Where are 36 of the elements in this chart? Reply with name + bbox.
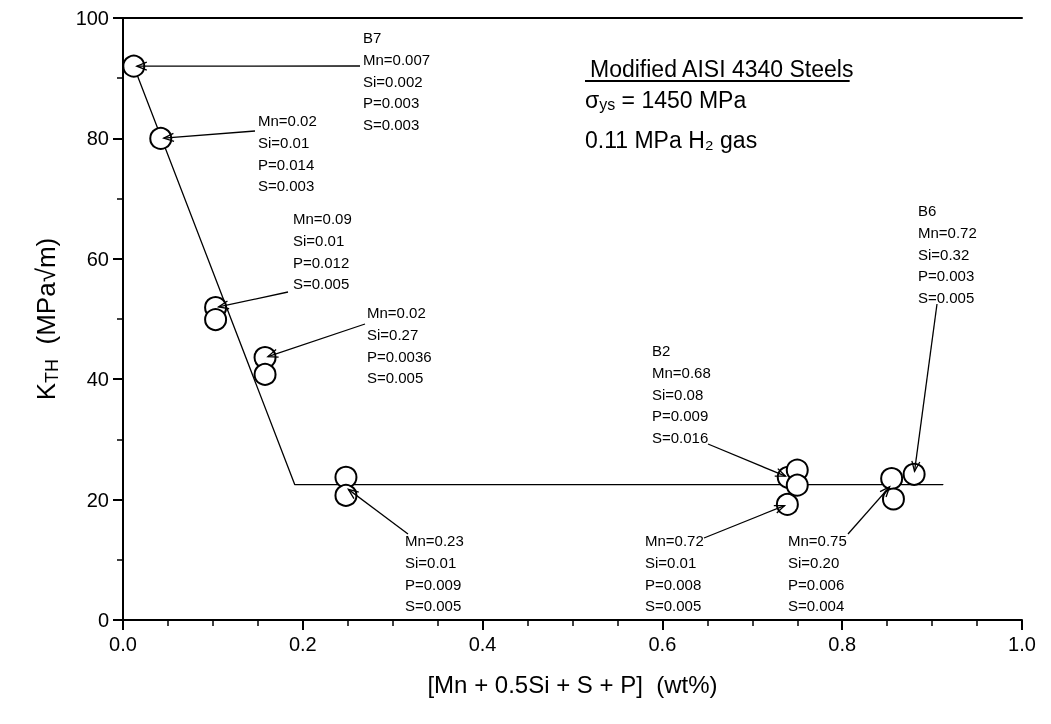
point bbox=[334, 483, 358, 507]
point bbox=[902, 462, 926, 486]
y-axis-title: KTH (MPa√m) bbox=[31, 237, 62, 401]
point bbox=[204, 308, 228, 332]
annotation: Mn=0.75 Si=0.20 P=0.006 S=0.004 bbox=[788, 532, 847, 615]
point bbox=[880, 467, 904, 491]
annotation: B2 Mn=0.68 Si=0.08 P=0.009 S=0.016 bbox=[652, 342, 711, 447]
annotation: σys = 1450 MPa bbox=[585, 86, 747, 113]
text: Modified AISI 4340 Steels bbox=[590, 55, 854, 82]
x-tick-label: 1.0 bbox=[1008, 633, 1036, 655]
annotation: B7 Mn=0.007 Si=0.002 P=0.003 S=0.003 bbox=[363, 29, 431, 134]
point bbox=[122, 54, 146, 78]
x-axis-title: [Mn + 0.5Si + S + P] (wt%) bbox=[427, 670, 718, 698]
y-tick-label: 20 bbox=[86, 488, 109, 511]
y-tick-label: 0 bbox=[97, 609, 109, 631]
point bbox=[149, 126, 173, 150]
point bbox=[775, 492, 799, 516]
point bbox=[785, 473, 809, 497]
x-tick-label: 0.4 bbox=[468, 633, 497, 655]
annotation: Mn=0.72 Si=0.01 P=0.008 S=0.005 bbox=[645, 532, 704, 615]
y-tick-label: 40 bbox=[86, 368, 109, 391]
x-tick-label: 0.6 bbox=[648, 633, 677, 655]
x-tick-label: 0.2 bbox=[288, 633, 317, 655]
point bbox=[881, 487, 905, 511]
x-tick-label: 0.0 bbox=[109, 633, 137, 655]
annotation: Mn=0.02 Si=0.27 P=0.0036 S=0.005 bbox=[367, 304, 432, 387]
annotation: B6 Mn=0.72 Si=0.32 P=0.003 S=0.005 bbox=[918, 202, 977, 307]
annotation: 0.11 MPa H₂ gas bbox=[585, 126, 758, 153]
annotation: Mn=0.02 Si=0.01 P=0.014 S=0.003 bbox=[258, 112, 317, 195]
x-tick-label: 0.8 bbox=[828, 633, 857, 655]
y-tick-label: 80 bbox=[86, 127, 109, 150]
annotation: Mn=0.23 Si=0.01 P=0.009 S=0.005 bbox=[405, 532, 464, 615]
annotation: Mn=0.09 Si=0.01 P=0.012 S=0.005 bbox=[293, 210, 352, 293]
y-tick-label: 100 bbox=[75, 7, 109, 29]
y-tick-label: 60 bbox=[86, 247, 109, 270]
point bbox=[253, 362, 277, 386]
